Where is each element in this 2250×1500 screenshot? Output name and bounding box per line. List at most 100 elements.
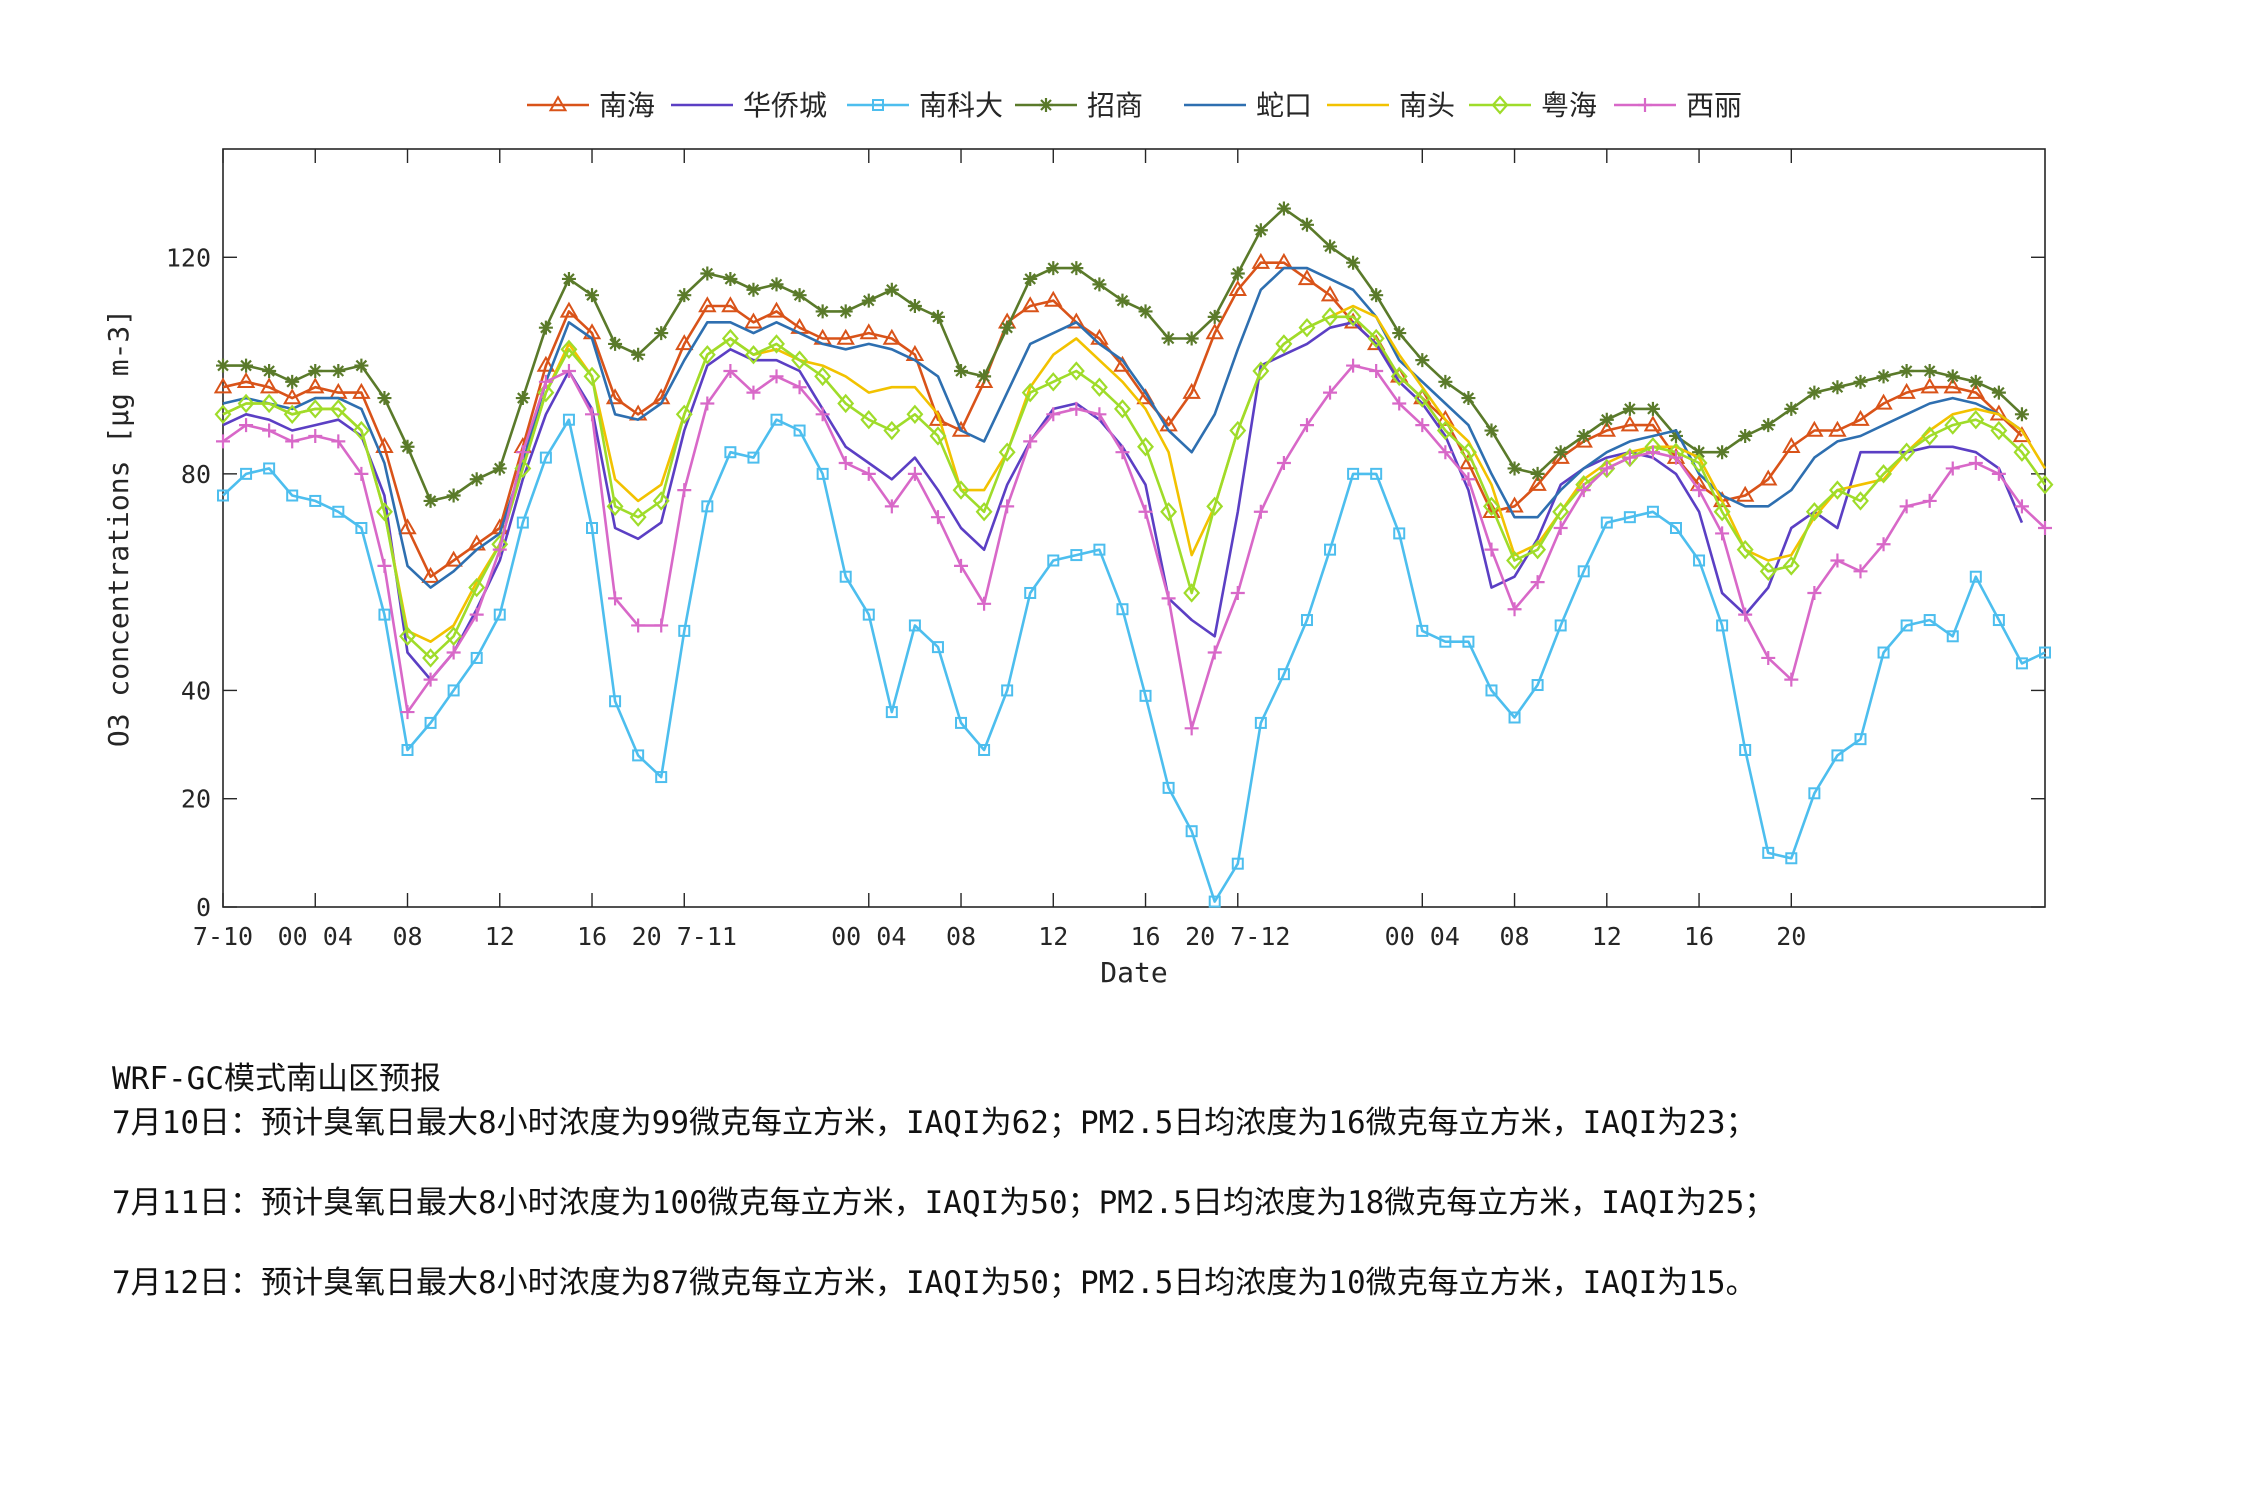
data-point (1899, 499, 1914, 514)
data-point (1491, 95, 1509, 115)
data-point (1369, 288, 1384, 303)
data-point (285, 434, 300, 449)
data-point (1161, 591, 1176, 606)
data-point (882, 328, 902, 345)
data-point (677, 288, 692, 303)
data-point (1577, 565, 1590, 578)
data-point (1046, 407, 1061, 422)
data-point (1785, 852, 1798, 865)
data-point (883, 420, 901, 441)
forecast-title: WRF-GC模式南山区预报 (112, 1061, 441, 1097)
data-point (352, 420, 370, 441)
data-point (1944, 415, 1962, 435)
data-point (631, 347, 646, 362)
data-point (1876, 537, 1891, 552)
data-point (423, 672, 438, 687)
data-point (1439, 635, 1452, 648)
data-point (1459, 442, 1477, 462)
data-point (1344, 307, 1362, 327)
data-point (516, 516, 529, 529)
data-point (1023, 271, 1038, 286)
data-point (1739, 743, 1752, 756)
data-point (1761, 650, 1776, 665)
data-point (1782, 556, 1800, 576)
data-point (700, 266, 715, 281)
data-point (493, 608, 506, 621)
data-point (377, 391, 392, 406)
data-point (1416, 624, 1429, 637)
data-point (1090, 377, 1108, 397)
data-point (872, 99, 884, 111)
data-point (1668, 428, 1683, 443)
data-point (214, 404, 232, 424)
data-point (1070, 549, 1083, 562)
data-point (1001, 684, 1014, 697)
data-point (1253, 223, 1268, 238)
data-point (906, 404, 924, 424)
x-tick-label: 16 (1684, 922, 1714, 951)
series-4 (216, 201, 2029, 508)
data-point (515, 391, 530, 406)
data-point (1693, 554, 1706, 567)
data-point (537, 382, 555, 403)
data-point (698, 345, 716, 365)
data-point (1921, 426, 1939, 446)
data-point (1115, 293, 1130, 308)
data-point (1182, 382, 1201, 399)
data-point (1807, 385, 1822, 400)
data-point (559, 301, 579, 318)
data-point (470, 651, 483, 664)
data-point (1597, 420, 1617, 437)
data-point (1021, 296, 1040, 313)
data-point (654, 326, 669, 341)
data-point (1346, 255, 1361, 270)
data-point (1298, 318, 1316, 338)
data-point (1899, 363, 1914, 378)
data-point (1805, 420, 1824, 437)
data-point (859, 323, 878, 340)
data-point (1252, 361, 1270, 381)
data-point (1599, 412, 1614, 427)
data-point (285, 374, 300, 389)
data-point (1093, 543, 1106, 556)
data-point (1369, 363, 1384, 378)
data-point (1528, 474, 1547, 491)
data-point (308, 363, 323, 378)
data-point (306, 377, 325, 394)
data-point (1000, 320, 1015, 335)
data-point (1966, 382, 1986, 399)
data-point (723, 271, 738, 286)
data-point (1461, 472, 1476, 487)
data-point (605, 388, 625, 405)
data-point (1438, 445, 1453, 460)
data-point (331, 434, 346, 449)
data-point (1805, 502, 1823, 522)
data-point (1436, 409, 1455, 426)
x-tick-label: 16 (577, 922, 607, 951)
x-tick-label: 08 (946, 922, 976, 951)
data-point (1206, 496, 1224, 517)
data-point (1138, 504, 1153, 519)
data-point (1415, 353, 1430, 368)
data-point (1323, 385, 1338, 400)
data-point (1183, 583, 1201, 603)
forecast-line-day1: 7月10日：预计臭氧日最大8小时浓度为99微克每立方米，IAQI为62；PM2.… (112, 1105, 1757, 1141)
data-point (1554, 619, 1567, 632)
data-point (975, 502, 993, 522)
data-point (1161, 331, 1176, 346)
data-point (1552, 502, 1570, 522)
data-point (1039, 98, 1053, 112)
data-point (1251, 252, 1271, 269)
data-point (309, 494, 322, 507)
data-point (744, 312, 763, 329)
data-point (1943, 377, 1962, 394)
data-point (515, 445, 530, 460)
series-line (222, 315, 2047, 660)
data-point (1897, 382, 1916, 399)
data-point (791, 350, 809, 370)
x-tick-label: 12 (485, 922, 515, 951)
data-point (1299, 418, 1314, 433)
data-point (1969, 570, 1982, 583)
data-point (907, 466, 922, 481)
data-point (401, 743, 414, 756)
